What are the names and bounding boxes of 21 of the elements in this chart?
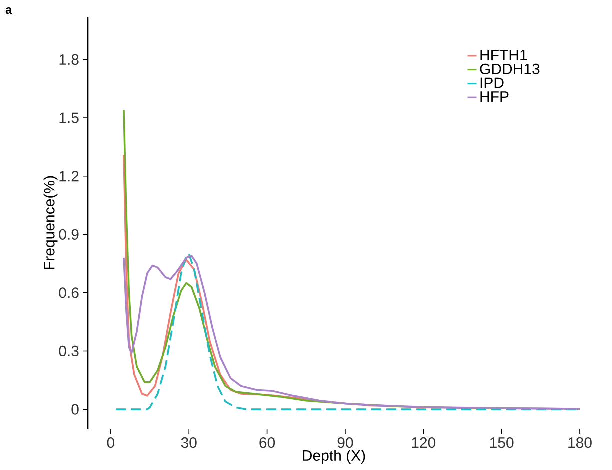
legend-label: GDDH13 bbox=[480, 64, 540, 74]
y-tick-label: 0 bbox=[72, 404, 79, 415]
x-tick-label: 180 bbox=[568, 438, 592, 448]
x-axis-title: Depth (X) bbox=[303, 450, 366, 464]
y-tick-label: 0.9 bbox=[59, 229, 79, 240]
legend-label: IPD bbox=[480, 78, 504, 88]
y-tick-label: 0.6 bbox=[59, 288, 79, 298]
y-axis-title: Frequence(%) bbox=[44, 176, 58, 270]
legend-label: HFP bbox=[480, 92, 509, 102]
x-tick-label: 0 bbox=[107, 438, 115, 448]
y-tick-label: 0.3 bbox=[59, 346, 79, 357]
x-tick-label: 30 bbox=[181, 438, 197, 448]
y-tick-label: 1.8 bbox=[60, 54, 79, 66]
x-tick-label: 120 bbox=[412, 438, 436, 448]
y-tick-label: 1.5 bbox=[60, 112, 79, 124]
y-tick-label: 1.2 bbox=[60, 171, 79, 182]
legend-label: HFTH1 bbox=[480, 50, 528, 60]
x-tick-label: 90 bbox=[338, 438, 354, 448]
x-tick-label: 60 bbox=[260, 438, 276, 448]
x-tick-label: 150 bbox=[490, 438, 514, 448]
text: a bbox=[6, 8, 12, 14]
